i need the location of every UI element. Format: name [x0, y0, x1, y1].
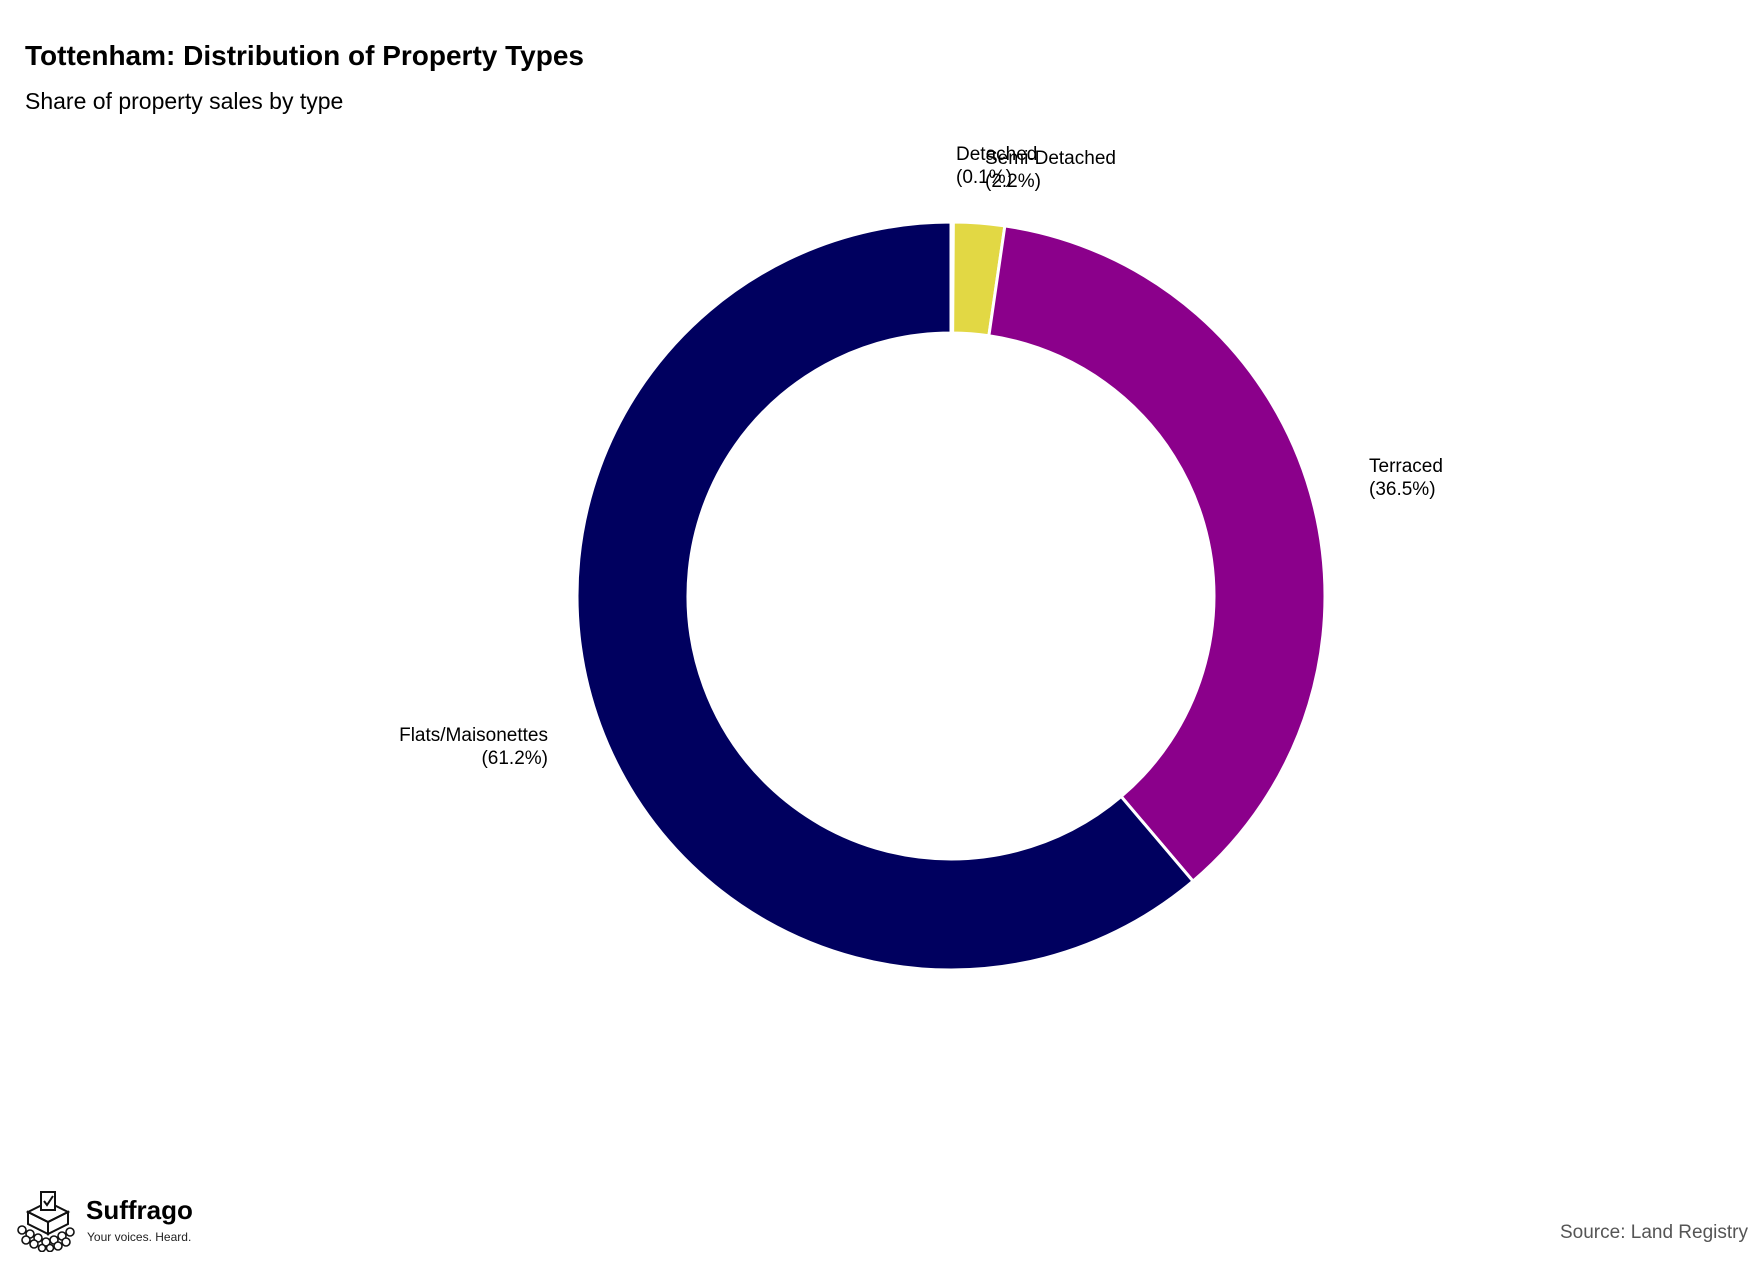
brand-logo-block: Suffrago Your voices. Heard. [14, 1190, 214, 1252]
brand-name: Suffrago [86, 1195, 193, 1225]
chart-title: Tottenham: Distribution of Property Type… [25, 40, 584, 71]
source-note: Source: Land Registry [1560, 1222, 1748, 1243]
brand-tagline: Your voices. Heard. [87, 1230, 192, 1244]
chart-subtitle: Share of property sales by type [25, 88, 344, 114]
slice-labels: Detached (0.1%)Semi-Detached (2.2%) Terrace… [399, 144, 1443, 769]
slice-flats-maisonettes [575, 220, 1196, 972]
slice-label-flats-maisonettes: Flats/Maisonettes (61.2%) [399, 725, 548, 769]
ballot-box-crowd-icon [17, 1191, 75, 1252]
donut-slices [575, 220, 1327, 972]
slice-label-semi-detached: Semi-Detached (2.2%) [985, 148, 1116, 192]
slice-terraced [987, 224, 1327, 884]
slice-label-terraced: Terraced (36.5%) [1369, 456, 1443, 500]
slice-label-detached: Detached (0.1%) [956, 144, 1037, 188]
